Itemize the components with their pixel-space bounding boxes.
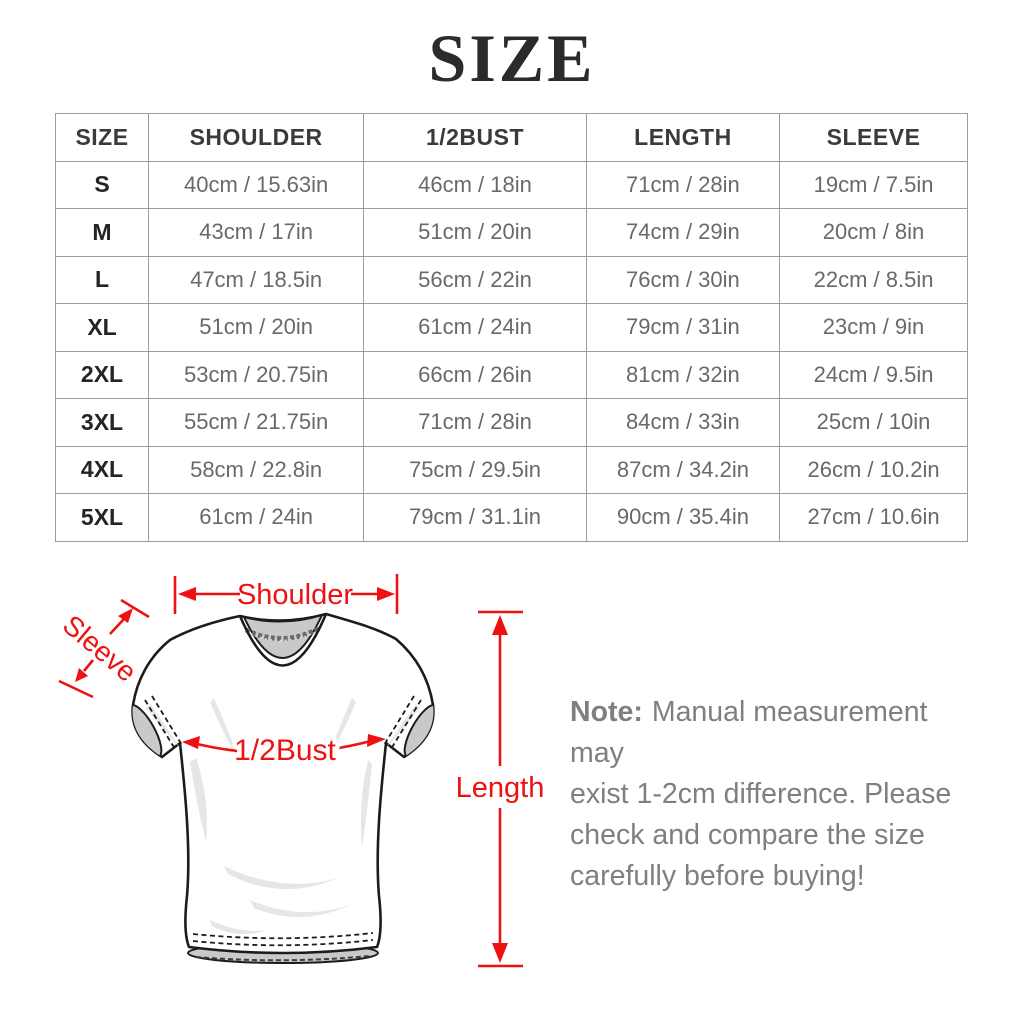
measurement-cell: 79cm / 31in bbox=[585, 303, 781, 352]
collar-outer-curve bbox=[238, 613, 328, 667]
measurement-cell: 61cm / 24in bbox=[363, 303, 587, 352]
length-dimension: Length bbox=[456, 610, 545, 968]
measurement-cell: 51cm / 20in bbox=[148, 303, 365, 352]
measurement-cell: 27cm / 10.6in bbox=[779, 493, 968, 542]
sleeve-lower-tick bbox=[58, 679, 94, 699]
column-header-size: SIZE bbox=[54, 113, 150, 162]
measurement-cell: 24cm / 9.5in bbox=[779, 350, 968, 399]
size-cell: M bbox=[54, 208, 150, 257]
size-cell: L bbox=[54, 255, 150, 304]
measurement-cell: 90cm / 35.4in bbox=[585, 493, 781, 542]
measurement-cell: 79cm / 31.1in bbox=[363, 493, 587, 542]
measurement-cell: 23cm / 9in bbox=[779, 303, 968, 352]
measurement-cell: 22cm / 8.5in bbox=[779, 255, 968, 304]
measurement-cell: 53cm / 20.75in bbox=[148, 350, 365, 399]
size-cell: S bbox=[54, 160, 150, 209]
half-bust-label: 1/2Bust bbox=[234, 734, 336, 767]
measurement-cell: 51cm / 20in bbox=[363, 208, 587, 257]
note-line: carefully before buying! bbox=[570, 860, 865, 892]
measurement-cell: 56cm / 22in bbox=[363, 255, 587, 304]
sleeve-upper-tick bbox=[120, 598, 150, 619]
table-row: S 40cm / 15.63in 46cm / 18in 71cm / 28in… bbox=[54, 160, 968, 209]
collar-inner-gray bbox=[242, 613, 324, 659]
size-cell: 3XL bbox=[54, 398, 150, 447]
half-bust-right-arrowhead bbox=[367, 734, 386, 747]
measurement-cell: 71cm / 28in bbox=[363, 398, 587, 447]
size-cell: 4XL bbox=[54, 445, 150, 494]
measurement-cell: 71cm / 28in bbox=[585, 160, 781, 209]
fabric-details bbox=[132, 695, 434, 947]
note-line: exist 1-2cm difference. Please bbox=[570, 778, 952, 810]
length-bottom-arrowhead bbox=[492, 943, 508, 963]
half-bust-dimension: 1/2Bust bbox=[182, 730, 386, 772]
measurement-cell: 84cm / 33in bbox=[585, 398, 781, 447]
measurement-cell: 75cm / 29.5in bbox=[363, 445, 587, 494]
table-row: L 47cm / 18.5in 56cm / 22in 76cm / 30in … bbox=[54, 255, 968, 304]
measurement-cell: 76cm / 30in bbox=[585, 255, 781, 304]
column-header-length: LENGTH bbox=[585, 113, 781, 162]
column-header-shoulder: SHOULDER bbox=[148, 113, 365, 162]
note-text: Manual measurement may bbox=[570, 696, 928, 769]
note-label: Note: bbox=[570, 696, 643, 728]
sleeve-lower-arrowhead bbox=[75, 668, 88, 682]
right-cuff-stitch bbox=[390, 699, 422, 750]
measurement-cell: 25cm / 10in bbox=[779, 398, 968, 447]
page-title: SIZE bbox=[428, 20, 596, 96]
tshirt-measurement-diagram: Shoulder Sleeve 1/2Bust Length bbox=[57, 574, 545, 968]
table-row: M 43cm / 17in 51cm / 20in 74cm / 29in 20… bbox=[54, 208, 968, 257]
measurement-cell: 61cm / 24in bbox=[148, 493, 365, 542]
size-table-container: SIZE SHOULDER 1/2BUST LENGTH SLEEVE S 40… bbox=[54, 113, 968, 542]
size-cell: 2XL bbox=[54, 350, 150, 399]
measurement-cell: 20cm / 8in bbox=[779, 208, 968, 257]
size-cell: 5XL bbox=[54, 493, 150, 542]
column-header-sleeve: SLEEVE bbox=[779, 113, 968, 162]
measurement-cell: 55cm / 21.75in bbox=[148, 398, 365, 447]
sleeve-upper-arrowhead bbox=[118, 608, 133, 623]
table-row: 2XL 53cm / 20.75in 66cm / 26in 81cm / 32… bbox=[54, 350, 968, 399]
wrinkle-shading bbox=[146, 698, 420, 935]
sleeve-dimension: Sleeve bbox=[57, 598, 150, 699]
shoulder-label: Shoulder bbox=[237, 579, 353, 611]
hem-stitch bbox=[192, 932, 374, 940]
table-row: XL 51cm / 20in 61cm / 24in 79cm / 31in 2… bbox=[54, 303, 968, 352]
measurement-cell: 47cm / 18.5in bbox=[148, 255, 365, 304]
sleeve-label: Sleeve bbox=[57, 609, 143, 688]
measurement-cell: 81cm / 32in bbox=[585, 350, 781, 399]
tshirt-body-outline bbox=[131, 612, 435, 955]
table-row: 5XL 61cm / 24in 79cm / 31.1in 90cm / 35.… bbox=[54, 493, 968, 542]
column-header-halfbust: 1/2BUST bbox=[363, 113, 587, 162]
shoulder-dimension: Shoulder bbox=[173, 574, 399, 614]
size-cell: XL bbox=[54, 303, 150, 352]
measurement-cell: 43cm / 17in bbox=[148, 208, 365, 257]
shoulder-left-arrowhead bbox=[178, 587, 196, 601]
measurement-cell: 87cm / 34.2in bbox=[585, 445, 781, 494]
note-line: check and compare the size bbox=[570, 819, 925, 851]
measurement-cell: 19cm / 7.5in bbox=[779, 160, 968, 209]
measurement-cell: 58cm / 22.8in bbox=[148, 445, 365, 494]
half-bust-left-arrowhead bbox=[182, 736, 200, 749]
measurement-cell: 74cm / 29in bbox=[585, 208, 781, 257]
half-bust-curve bbox=[196, 739, 372, 755]
tshirt-illustration bbox=[131, 612, 435, 964]
measurement-cell: 66cm / 26in bbox=[363, 350, 587, 399]
length-top-arrowhead bbox=[492, 615, 508, 635]
length-label: Length bbox=[456, 772, 545, 804]
shoulder-right-arrowhead bbox=[377, 587, 395, 601]
measurement-cell: 46cm / 18in bbox=[363, 160, 587, 209]
left-cuff-stitch bbox=[144, 699, 176, 750]
collar-stitch bbox=[244, 625, 322, 641]
table-row: 4XL 58cm / 22.8in 75cm / 29.5in 87cm / 3… bbox=[54, 445, 968, 494]
table-row: 3XL 55cm / 21.75in 71cm / 28in 84cm / 33… bbox=[54, 398, 968, 447]
collar bbox=[238, 613, 328, 667]
header-row: SIZE SHOULDER 1/2BUST LENGTH SLEEVE bbox=[54, 113, 968, 162]
measurement-cell: 40cm / 15.63in bbox=[148, 160, 365, 209]
measurement-cell: 26cm / 10.2in bbox=[779, 445, 968, 494]
measurement-note: Note: Manual measurement may exist 1-2cm … bbox=[570, 692, 980, 897]
size-chart-table: SIZE SHOULDER 1/2BUST LENGTH SLEEVE S 40… bbox=[54, 113, 968, 542]
note-line: Note: Manual measurement may bbox=[570, 692, 980, 774]
